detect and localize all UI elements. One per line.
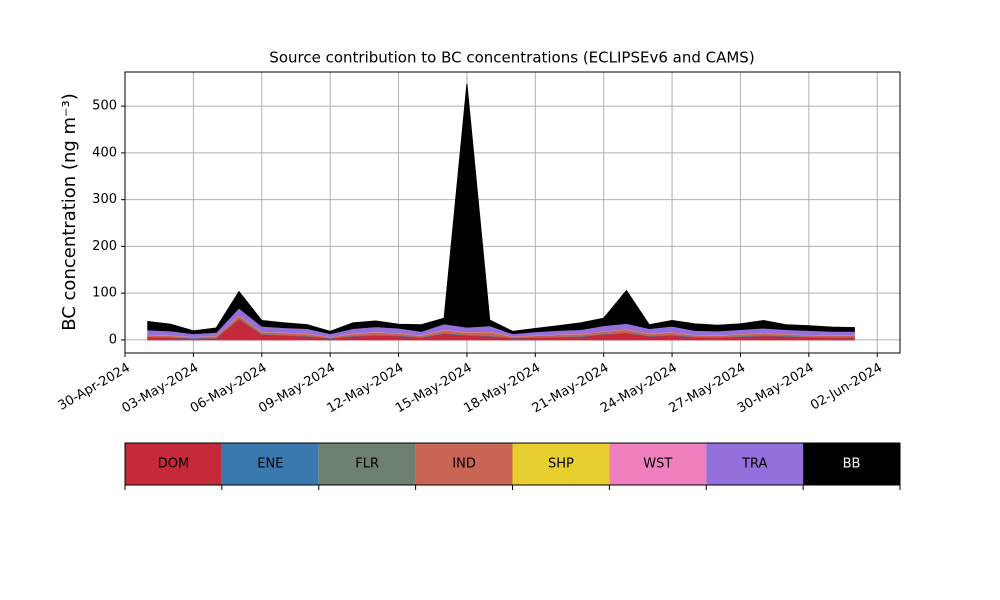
- y-tick-label: 0: [109, 332, 117, 347]
- x-tick-label: 21-May-2024: [530, 361, 612, 417]
- x-tick-label: 24-May-2024: [598, 361, 680, 417]
- legend-swatch: [803, 443, 900, 485]
- y-axis-label: BC concentration (ng m⁻³): [59, 93, 80, 331]
- chart-title: Source contribution to BC concentrations…: [269, 49, 754, 67]
- x-tick-label: 30-May-2024: [735, 361, 817, 417]
- legend-label: SHP: [548, 457, 574, 472]
- legend-swatch: [415, 443, 513, 485]
- legend-swatch: [125, 443, 222, 485]
- legend-swatch: [318, 443, 416, 485]
- x-tick-label: 06-May-2024: [188, 361, 270, 417]
- legend-label: TRA: [741, 457, 767, 472]
- x-tick-label: 15-May-2024: [393, 361, 475, 417]
- legend-label: ENE: [257, 457, 283, 472]
- x-tick-label: 02-Jun-2024: [808, 361, 885, 414]
- x-tick-label: 12-May-2024: [325, 361, 407, 417]
- legend-swatch: [221, 443, 319, 485]
- legend-swatch: [512, 443, 610, 485]
- legend-swatch: [609, 443, 707, 485]
- area: [147, 83, 855, 335]
- x-tick-label: 09-May-2024: [256, 361, 338, 417]
- x-tick-label: 18-May-2024: [461, 361, 543, 417]
- y-tick-label: 200: [92, 239, 117, 254]
- legend-label: BB: [843, 457, 861, 472]
- legend: DOM ENE FLR IND SHP WST TRA BB: [124, 442, 901, 490]
- legend-label: IND: [452, 457, 476, 472]
- y-tick-label: 100: [92, 286, 117, 301]
- plot-frame: [124, 71, 901, 354]
- plot-area: [124, 72, 900, 353]
- y-tick-label: 500: [92, 99, 117, 114]
- legend-swatch: [706, 443, 804, 485]
- y-tick-label: 300: [92, 192, 117, 207]
- y-tick-label: 400: [92, 145, 117, 160]
- x-tick-label: 03-May-2024: [119, 361, 201, 417]
- legend-label: DOM: [158, 457, 189, 472]
- legend-label: WST: [643, 457, 672, 472]
- x-tick-label: 27-May-2024: [667, 361, 749, 417]
- legend-label: FLR: [355, 457, 379, 472]
